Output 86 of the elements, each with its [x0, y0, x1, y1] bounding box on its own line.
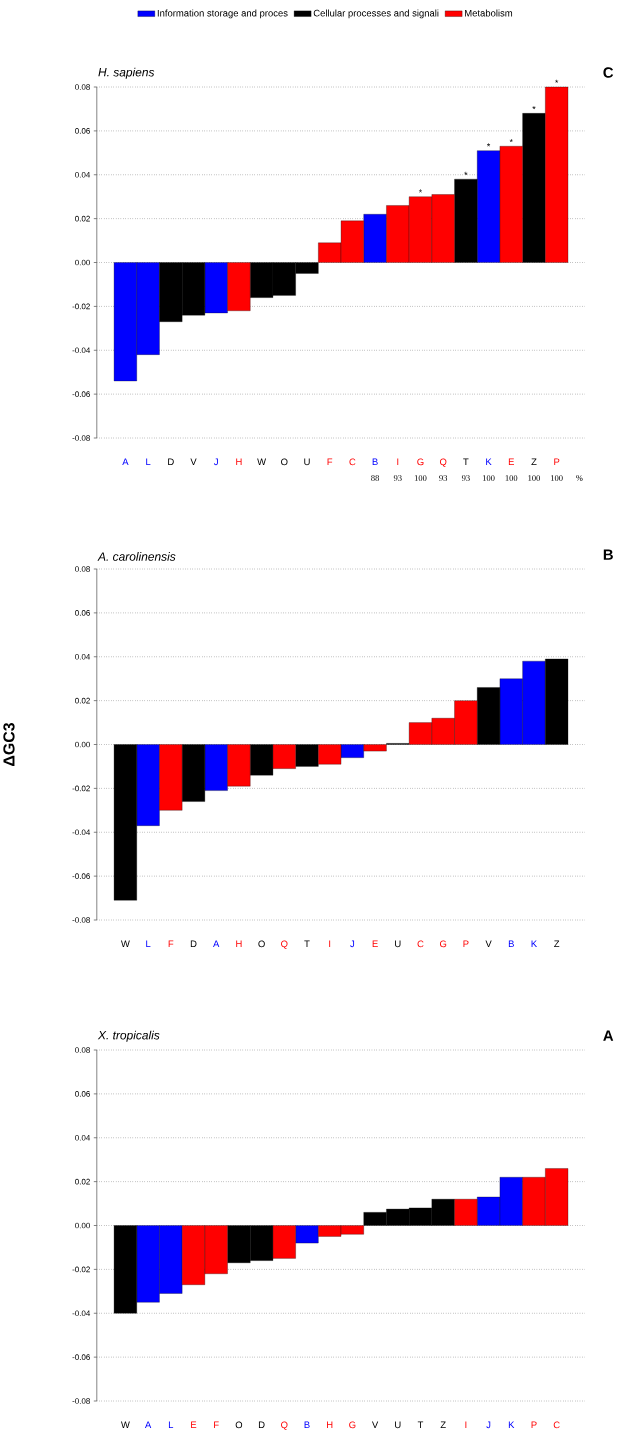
x-tick-label: H [236, 940, 242, 948]
text: 100 [528, 475, 541, 481]
x-tick-label: Z [531, 458, 537, 466]
x-tick-label: J [350, 940, 355, 948]
x-tick-label: G [440, 940, 447, 948]
x-tick-label: G [417, 458, 424, 466]
x-tick-label: D [168, 458, 174, 466]
x-tick-label: H [327, 1421, 333, 1429]
x-tick-label: W [121, 940, 130, 948]
y-axis-title: ΔGC3 [3, 722, 15, 766]
x-tick-label: E [191, 1421, 197, 1429]
x-tick-label: O [281, 458, 288, 466]
annotation: * [509, 138, 513, 143]
text: 93 [439, 475, 448, 481]
x-tick-label: Q [281, 940, 288, 949]
legend-label: Information storage and proces [157, 9, 288, 19]
x-tick-label: P [554, 458, 560, 466]
x-tick-label: H [236, 458, 242, 466]
x-tick-label: G [349, 1421, 356, 1429]
x-tick-label: V [190, 458, 197, 466]
x-tick-label: J [214, 458, 218, 466]
x-tick-label: E [508, 458, 515, 466]
x-tick-label: W [257, 458, 267, 466]
x-tick-label: V [372, 1421, 379, 1429]
x-tick-label: Z [440, 1421, 446, 1429]
x-tick-label: D [259, 1421, 265, 1429]
x-tick-label: L [146, 940, 151, 948]
chart-title: A. carolinensis [97, 552, 176, 561]
text: 100 [483, 475, 495, 481]
x-tick-label: B [372, 458, 378, 466]
annotation: * [555, 79, 559, 83]
x-tick-label: F [168, 940, 174, 948]
x-tick-label: Q [281, 1421, 288, 1430]
legend-label: Cellular processes and signali [313, 9, 439, 19]
x-tick-label: T [304, 940, 310, 948]
x-tick-label: E [372, 940, 378, 948]
x-tick-label: B [304, 1421, 310, 1429]
x-tick-label: I [329, 940, 331, 948]
x-tick-label: A [122, 458, 129, 466]
x-tick-label: U [395, 940, 401, 948]
x-tick-label: L [146, 458, 151, 466]
legend-label: Metabolism [465, 9, 513, 17]
x-tick-label: K [486, 458, 492, 466]
x-tick-label: T [417, 1421, 424, 1429]
chart-title: H. sapiens [98, 67, 155, 79]
text: % [576, 475, 583, 481]
x-tick-label: W [121, 1421, 130, 1429]
x-tick-label: F [327, 458, 333, 466]
x-tick-label: K [508, 1421, 515, 1429]
chart-title: X. tropicalis [97, 1030, 160, 1042]
x-tick-label: C [417, 940, 424, 948]
x-tick-label: C [553, 1421, 560, 1429]
x-tick-label: J [486, 1421, 491, 1429]
x-tick-label: K [531, 940, 538, 948]
x-tick-label: D [190, 940, 197, 948]
x-tick-label: B [508, 940, 515, 948]
x-tick-label: P [531, 1421, 537, 1429]
x-tick-label: A [145, 1421, 152, 1429]
x-tick-label: O [235, 1421, 243, 1429]
x-tick-label: A [213, 940, 220, 948]
annotation: * [464, 171, 468, 175]
text: 100 [551, 475, 563, 481]
text: C [603, 67, 614, 78]
x-tick-label: O [258, 940, 265, 948]
x-tick-label: Z [554, 940, 560, 948]
x-tick-label: F [214, 1421, 219, 1429]
text: 88 [371, 475, 380, 481]
x-tick-label: L [169, 1421, 174, 1429]
x-tick-label: I [397, 458, 399, 466]
text: B [603, 549, 614, 560]
text: 93 [393, 475, 402, 481]
annotation: * [532, 105, 536, 110]
x-tick-label: T [463, 458, 469, 466]
text: 93 [462, 475, 470, 481]
x-tick-label: U [395, 1421, 401, 1429]
text: 100 [414, 475, 427, 481]
text: A [603, 1030, 614, 1041]
x-tick-label: I [465, 1421, 467, 1429]
annotation: * [487, 143, 491, 147]
text: 100 [505, 475, 518, 481]
annotation: * [418, 189, 423, 193]
x-tick-label: V [485, 940, 492, 948]
x-tick-label: Q [440, 458, 447, 467]
x-tick-label: P [463, 940, 469, 948]
x-tick-label: U [304, 458, 310, 466]
x-tick-label: C [349, 458, 356, 466]
